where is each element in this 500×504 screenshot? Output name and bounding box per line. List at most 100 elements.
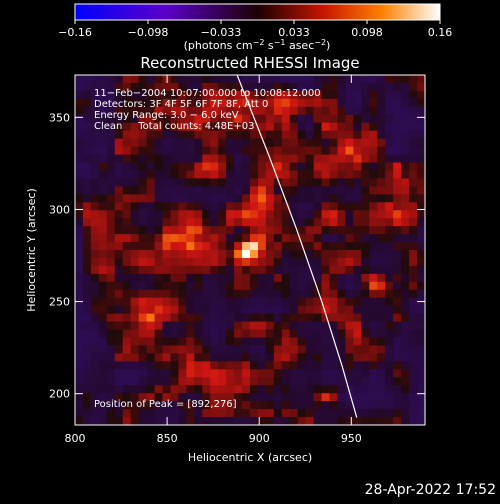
heatmap-pixel — [178, 138, 187, 148]
heatmap-pixel — [226, 98, 235, 108]
heatmap-pixel — [242, 393, 251, 402]
heatmap-pixel — [162, 146, 172, 156]
x-tick-label: 850 — [157, 432, 178, 445]
heatmap-pixel — [297, 313, 307, 323]
heatmap-pixel — [130, 329, 140, 339]
heatmap-pixel — [385, 130, 394, 140]
heatmap-pixel — [297, 345, 307, 354]
heatmap-pixel — [345, 210, 354, 219]
heatmap-pixel — [170, 106, 179, 116]
heatmap-pixel — [106, 75, 116, 84]
heatmap-pixel — [194, 82, 203, 92]
heatmap-pixel — [130, 130, 140, 140]
heatmap-pixel — [242, 242, 251, 251]
heatmap-pixel — [75, 130, 84, 140]
heatmap-pixel — [226, 106, 235, 116]
heatmap-pixel — [178, 242, 187, 251]
heatmap-pixel — [122, 170, 132, 179]
heatmap-pixel — [353, 130, 362, 140]
heatmap-pixel — [417, 329, 425, 339]
heatmap-pixel — [75, 289, 84, 299]
heatmap-pixel — [385, 281, 394, 291]
heatmap-pixel — [210, 409, 219, 418]
heatmap-pixel — [385, 305, 394, 315]
heatmap-pixel — [273, 329, 283, 339]
heatmap-pixel — [162, 218, 172, 227]
heatmap-pixel — [409, 257, 418, 267]
heatmap-pixel — [281, 297, 291, 307]
heatmap-pixel — [401, 210, 410, 219]
heatmap-pixel — [273, 353, 283, 362]
heatmap-pixel — [202, 417, 211, 425]
heatmap-pixel — [313, 114, 323, 124]
heatmap-pixel — [409, 321, 418, 331]
heatmap-pixel — [257, 250, 267, 259]
heatmap-pixel — [122, 90, 132, 100]
heatmap-pixel — [273, 265, 283, 275]
heatmap-pixel — [162, 202, 172, 211]
heatmap-pixel — [257, 170, 267, 179]
heatmap-pixel — [114, 234, 124, 243]
heatmap-pixel — [377, 106, 386, 116]
heatmap-pixel — [210, 234, 219, 243]
heatmap-pixel — [154, 130, 164, 140]
heatmap-pixel — [106, 345, 116, 354]
heatmap-pixel — [401, 345, 410, 354]
heatmap-pixel — [409, 202, 418, 211]
heatmap-pixel — [250, 337, 259, 347]
heatmap-pixel — [257, 321, 267, 331]
heatmap-pixel — [75, 122, 84, 132]
heatmap-pixel — [393, 297, 402, 307]
heatmap-pixel — [170, 82, 179, 92]
heatmap-pixel — [289, 273, 299, 283]
heatmap-pixel — [218, 417, 227, 425]
heatmap-pixel — [106, 257, 116, 267]
heatmap-pixel — [273, 393, 283, 402]
heatmap-pixel — [321, 305, 331, 315]
heatmap-pixel — [377, 369, 386, 378]
heatmap-pixel — [337, 401, 347, 410]
heatmap-pixel — [170, 194, 179, 203]
heatmap-pixel — [98, 146, 108, 156]
heatmap-pixel — [337, 106, 347, 116]
heatmap-pixel — [186, 154, 195, 164]
heatmap-pixel — [122, 242, 132, 251]
heatmap-pixel — [353, 337, 362, 347]
heatmap-pixel — [234, 313, 243, 323]
heatmap-pixel — [234, 242, 243, 251]
heatmap-pixel — [170, 369, 179, 378]
heatmap-pixel — [202, 353, 211, 362]
heatmap-pixel — [257, 162, 267, 172]
heatmap-pixel — [417, 305, 425, 315]
heatmap-pixel — [409, 409, 418, 418]
heatmap-pixel — [82, 210, 92, 219]
heatmap-pixel — [218, 305, 227, 315]
heatmap-pixel — [313, 130, 323, 140]
heatmap-pixel — [265, 250, 275, 259]
heatmap-pixel — [353, 122, 362, 132]
heatmap-pixel — [186, 361, 195, 370]
heatmap-pixel — [130, 90, 140, 100]
heatmap-pixel — [250, 122, 259, 132]
heatmap-pixel — [361, 98, 370, 108]
heatmap-pixel — [273, 226, 283, 235]
heatmap-pixel — [98, 242, 108, 251]
heatmap-pixel — [313, 289, 323, 299]
heatmap-pixel — [385, 186, 394, 195]
heatmap-pixel — [313, 194, 323, 203]
heatmap-pixel — [321, 90, 331, 100]
heatmap-pixel — [305, 202, 315, 211]
heatmap-pixel — [170, 297, 179, 307]
heatmap-pixel — [353, 321, 362, 331]
heatmap-pixel — [329, 345, 339, 354]
heatmap-pixel — [297, 218, 307, 227]
heatmap-pixel — [234, 82, 243, 92]
colorbar-tick-label: −0.033 — [201, 26, 242, 39]
heatmap-pixel — [202, 154, 211, 164]
heatmap-pixel — [98, 361, 108, 370]
heatmap-pixel — [122, 202, 132, 211]
heatmap-pixel — [122, 257, 132, 267]
heatmap-pixel — [234, 417, 243, 425]
heatmap-pixel — [90, 186, 100, 195]
heatmap-pixel — [361, 146, 370, 156]
